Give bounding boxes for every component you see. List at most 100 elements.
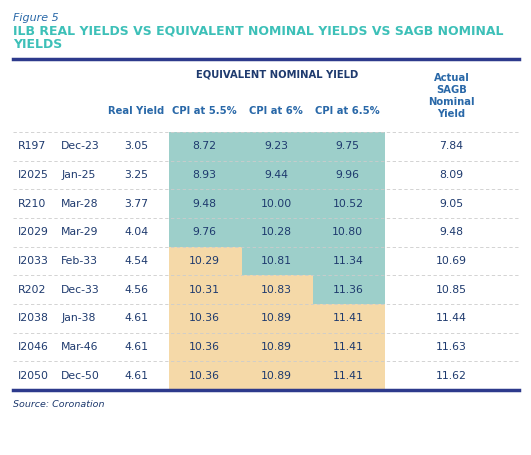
Text: Feb-33: Feb-33 (61, 256, 98, 266)
Text: 3.05: 3.05 (124, 142, 149, 151)
Bar (313, 275, 385, 304)
Text: I2033: I2033 (18, 256, 48, 266)
Text: 9.44: 9.44 (264, 170, 288, 180)
Text: 4.61: 4.61 (124, 342, 149, 352)
Text: Source: Coronation: Source: Coronation (13, 400, 105, 409)
Bar (242, 132, 313, 161)
Text: 10.89: 10.89 (261, 371, 292, 380)
Bar (313, 189, 385, 218)
Text: 10.52: 10.52 (332, 199, 363, 208)
Bar (169, 189, 242, 218)
Text: 11.41: 11.41 (332, 313, 363, 323)
Text: 8.09: 8.09 (439, 170, 464, 180)
Text: 4.04: 4.04 (124, 228, 149, 237)
Text: 11.34: 11.34 (332, 256, 363, 266)
Text: ILB REAL YIELDS VS EQUIVALENT NOMINAL YIELDS VS SAGB NOMINAL: ILB REAL YIELDS VS EQUIVALENT NOMINAL YI… (13, 25, 504, 38)
Text: I2050: I2050 (18, 371, 48, 380)
Text: 11.36: 11.36 (332, 285, 363, 294)
Text: 8.93: 8.93 (192, 170, 217, 180)
Text: 3.25: 3.25 (124, 170, 149, 180)
Text: 10.36: 10.36 (189, 371, 220, 380)
Text: 10.85: 10.85 (436, 285, 467, 294)
Text: 9.48: 9.48 (192, 199, 217, 208)
Bar (169, 304, 242, 333)
Bar (169, 247, 242, 275)
Text: 10.83: 10.83 (261, 285, 292, 294)
Text: Dec-50: Dec-50 (61, 371, 100, 380)
Text: 10.89: 10.89 (261, 342, 292, 352)
Text: 10.69: 10.69 (436, 256, 467, 266)
Bar (242, 361, 313, 390)
Text: 10.29: 10.29 (189, 256, 220, 266)
Bar (313, 333, 385, 361)
Text: Mar-46: Mar-46 (61, 342, 99, 352)
Text: Figure 5: Figure 5 (13, 13, 59, 23)
Bar (313, 304, 385, 333)
Text: 10.36: 10.36 (189, 313, 220, 323)
Bar (169, 275, 242, 304)
Text: CPI at 6.5%: CPI at 6.5% (315, 106, 380, 116)
Text: 10.00: 10.00 (261, 199, 292, 208)
Text: 11.41: 11.41 (332, 342, 363, 352)
Text: R210: R210 (18, 199, 46, 208)
Text: 10.28: 10.28 (261, 228, 292, 237)
Text: 8.72: 8.72 (192, 142, 217, 151)
Text: YIELDS: YIELDS (13, 38, 63, 51)
Text: 11.62: 11.62 (436, 371, 467, 380)
Text: 9.48: 9.48 (439, 228, 464, 237)
Text: 11.44: 11.44 (436, 313, 467, 323)
Text: I2046: I2046 (18, 342, 48, 352)
Text: 4.61: 4.61 (124, 313, 149, 323)
Bar (313, 161, 385, 189)
Text: 10.31: 10.31 (189, 285, 220, 294)
Text: 10.36: 10.36 (189, 342, 220, 352)
Text: 10.81: 10.81 (261, 256, 292, 266)
Bar (169, 333, 242, 361)
Bar (242, 189, 313, 218)
Text: Dec-33: Dec-33 (61, 285, 100, 294)
Text: Jan-38: Jan-38 (61, 313, 96, 323)
Text: 9.75: 9.75 (336, 142, 360, 151)
Bar (169, 218, 242, 247)
Text: 9.76: 9.76 (192, 228, 217, 237)
Bar (242, 275, 313, 304)
Text: 9.05: 9.05 (439, 199, 464, 208)
Text: I2029: I2029 (18, 228, 48, 237)
Text: 3.77: 3.77 (124, 199, 149, 208)
Text: EQUIVALENT NOMINAL YIELD: EQUIVALENT NOMINAL YIELD (196, 70, 358, 80)
Bar (242, 161, 313, 189)
Text: 4.61: 4.61 (124, 371, 149, 380)
Bar (242, 247, 313, 275)
Text: 11.41: 11.41 (332, 371, 363, 380)
Text: R202: R202 (18, 285, 46, 294)
Text: 7.84: 7.84 (439, 142, 464, 151)
Bar (242, 304, 313, 333)
Text: 4.56: 4.56 (124, 285, 149, 294)
Bar (169, 161, 242, 189)
Text: 10.89: 10.89 (261, 313, 292, 323)
Text: R197: R197 (18, 142, 46, 151)
Text: CPI at 6%: CPI at 6% (249, 106, 303, 116)
Text: I2025: I2025 (18, 170, 48, 180)
Text: Actual
SAGB
Nominal
Yield: Actual SAGB Nominal Yield (428, 72, 475, 119)
Bar (169, 132, 242, 161)
Text: 10.80: 10.80 (332, 228, 363, 237)
Bar (313, 361, 385, 390)
Bar (313, 247, 385, 275)
Text: CPI at 5.5%: CPI at 5.5% (172, 106, 237, 116)
Bar (169, 361, 242, 390)
Bar (242, 218, 313, 247)
Bar (242, 333, 313, 361)
Text: 9.96: 9.96 (336, 170, 360, 180)
Text: I2038: I2038 (18, 313, 48, 323)
Text: 9.23: 9.23 (264, 142, 288, 151)
Text: Mar-28: Mar-28 (61, 199, 99, 208)
Text: 4.54: 4.54 (124, 256, 149, 266)
Bar (313, 218, 385, 247)
Text: Dec-23: Dec-23 (61, 142, 100, 151)
Text: 11.63: 11.63 (436, 342, 467, 352)
Text: Jan-25: Jan-25 (61, 170, 96, 180)
Bar (313, 132, 385, 161)
Text: Real Yield: Real Yield (108, 106, 165, 116)
Text: Mar-29: Mar-29 (61, 228, 99, 237)
